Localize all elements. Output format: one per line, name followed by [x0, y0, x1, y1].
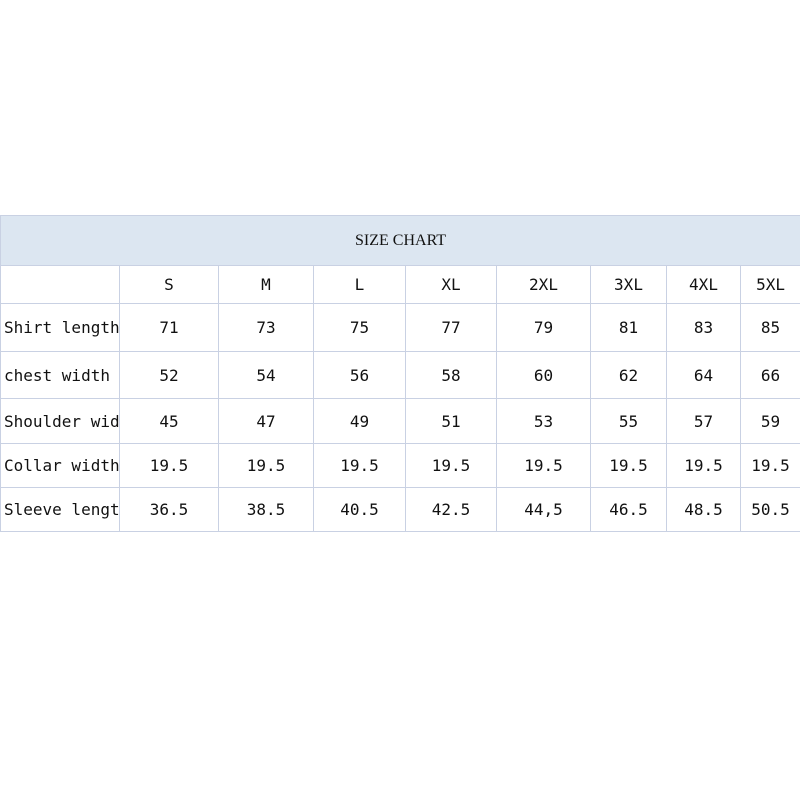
measurement-cell: 81: [590, 303, 667, 352]
table-title: SIZE CHART: [0, 215, 800, 266]
measurement-cell: 53: [496, 398, 591, 444]
measurement-cell: 19.5: [739, 443, 800, 488]
measurement-cell: 55: [590, 398, 667, 444]
measurement-cell: 75: [313, 303, 406, 352]
measurement-cell: 40.5: [313, 487, 406, 532]
table-row: Sleeve length 36.5 38.5 40.5 42.5 44,5 46.5 48.…: [0, 487, 800, 532]
measurement-cell: 38.5: [218, 487, 314, 532]
measurement-cell: 19.5: [218, 443, 314, 488]
measurement-cell: 56: [313, 351, 406, 399]
measurement-cell: 66: [739, 351, 800, 399]
measurement-cell: 73: [218, 303, 314, 352]
measurement-cell: 51: [405, 398, 497, 444]
measurement-cell: 19.5: [590, 443, 667, 488]
measurement-cell: 46.5: [590, 487, 667, 532]
measurement-cell: 59: [739, 398, 800, 444]
measurement-cell: 45: [119, 398, 219, 444]
measurement-cell: 50.5: [739, 487, 800, 532]
measurement-cell: 19.5: [496, 443, 591, 488]
measurement-cell: 79: [496, 303, 591, 352]
table-row: Collar width 19.5 19.5 19.5 19.5 19.5 19.5 19.5…: [0, 443, 800, 488]
measurement-cell: 77: [405, 303, 497, 352]
measurement-cell: 64: [666, 351, 741, 399]
measurement-cell: 52: [119, 351, 219, 399]
measurement-cell: 49: [313, 398, 406, 444]
size-header: S: [119, 265, 219, 304]
measurement-cell: 48.5: [666, 487, 741, 532]
table-row: Shirt length 71 73 75 77 79 81 83 85: [0, 303, 800, 352]
measurement-cell: 19.5: [405, 443, 497, 488]
size-header: 5XL: [739, 265, 800, 304]
table-row: chest width 52 54 56 58 60 62 64 66: [0, 351, 800, 399]
row-label: Shirt length: [0, 303, 120, 352]
row-label: chest width: [0, 351, 120, 399]
measurement-cell: 47: [218, 398, 314, 444]
size-header: XL: [405, 265, 497, 304]
size-chart-table: SIZE CHART S M L XL 2XL 3XL 4XL 5XL Shirt length 7…: [0, 215, 800, 532]
measurement-cell: 85: [739, 303, 800, 352]
measurement-cell: 19.5: [666, 443, 741, 488]
measurement-cell: 60: [496, 351, 591, 399]
corner-cell: [0, 265, 120, 304]
measurement-cell: 19.5: [313, 443, 406, 488]
size-header: L: [313, 265, 406, 304]
measurement-cell: 42.5: [405, 487, 497, 532]
size-header: 2XL: [496, 265, 591, 304]
measurement-cell: 83: [666, 303, 741, 352]
title-row: SIZE CHART: [0, 215, 800, 266]
header-row: S M L XL 2XL 3XL 4XL 5XL: [0, 265, 800, 304]
measurement-cell: 57: [666, 398, 741, 444]
measurement-cell: 58: [405, 351, 497, 399]
row-label: Shoulder width: [0, 398, 120, 444]
measurement-cell: 54: [218, 351, 314, 399]
row-label: Collar width: [0, 443, 120, 488]
row-label: Sleeve length: [0, 487, 120, 532]
measurement-cell: 71: [119, 303, 219, 352]
measurement-cell: 62: [590, 351, 667, 399]
table-row: Shoulder width4547495153555759: [0, 398, 800, 444]
size-header: M: [218, 265, 314, 304]
measurement-cell: 19.5: [119, 443, 219, 488]
measurement-cell: 44,5: [496, 487, 591, 532]
size-header: 3XL: [590, 265, 667, 304]
size-header: 4XL: [666, 265, 741, 304]
measurement-cell: 36.5: [119, 487, 219, 532]
